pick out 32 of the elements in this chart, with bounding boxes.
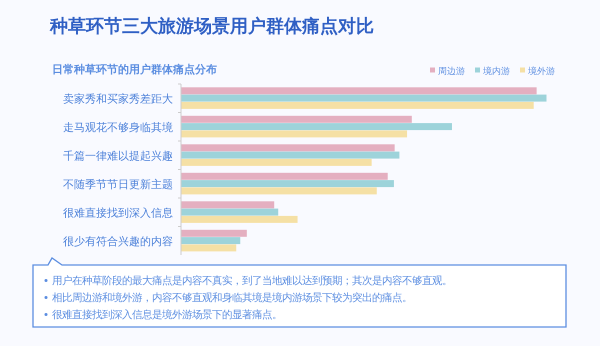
- bar: [182, 116, 412, 123]
- text: 用户在种草阶段的最大痛点是内容不真实，到了当地难以达到预期；其次是内容不够直观。: [52, 275, 452, 287]
- bar: [182, 180, 394, 188]
- legend-label: 境外游: [527, 66, 555, 77]
- bar: [182, 201, 274, 208]
- text: 相比周边游和境外游，内容不够直观和身临其境是境内游场景下较为突出的痛点。: [52, 292, 412, 304]
- bar: [182, 237, 240, 244]
- text: 很难直接找到深入信息是境外游场景下的显著痛点。: [52, 309, 282, 321]
- chart-subtitle: 日常种草环节的用户群体痛点分布: [52, 63, 217, 76]
- legend-label: 境内游: [482, 66, 510, 77]
- bar: [182, 208, 278, 216]
- bar: [182, 144, 395, 152]
- bar: [182, 187, 377, 194]
- bar: [182, 94, 546, 102]
- y-tick-label: 不随季节节日更新主题: [63, 178, 173, 191]
- bar: [182, 216, 298, 223]
- bar: [182, 244, 236, 252]
- bar: [182, 172, 388, 180]
- legend-label: 周边游: [438, 66, 465, 77]
- y-tick-label: 很难直接找到深入信息: [63, 206, 173, 220]
- bar: [182, 87, 537, 94]
- bar: [182, 123, 452, 130]
- y-tick-label: 很少有符合兴趣的内容: [63, 234, 173, 248]
- bar: [182, 152, 400, 159]
- chart-title: 种草环节三大旅游场景用户群体痛点对比: [49, 16, 374, 37]
- y-tick-label: 走马观花不够身临其境: [63, 120, 173, 134]
- y-tick-label: 卖家秀和买家秀差距大: [63, 92, 173, 106]
- bar: [182, 230, 247, 237]
- bar: [182, 102, 534, 109]
- y-tick-label: 千篇一律难以提起兴趣: [63, 149, 173, 162]
- bar: [182, 158, 372, 166]
- bar: [182, 130, 408, 138]
